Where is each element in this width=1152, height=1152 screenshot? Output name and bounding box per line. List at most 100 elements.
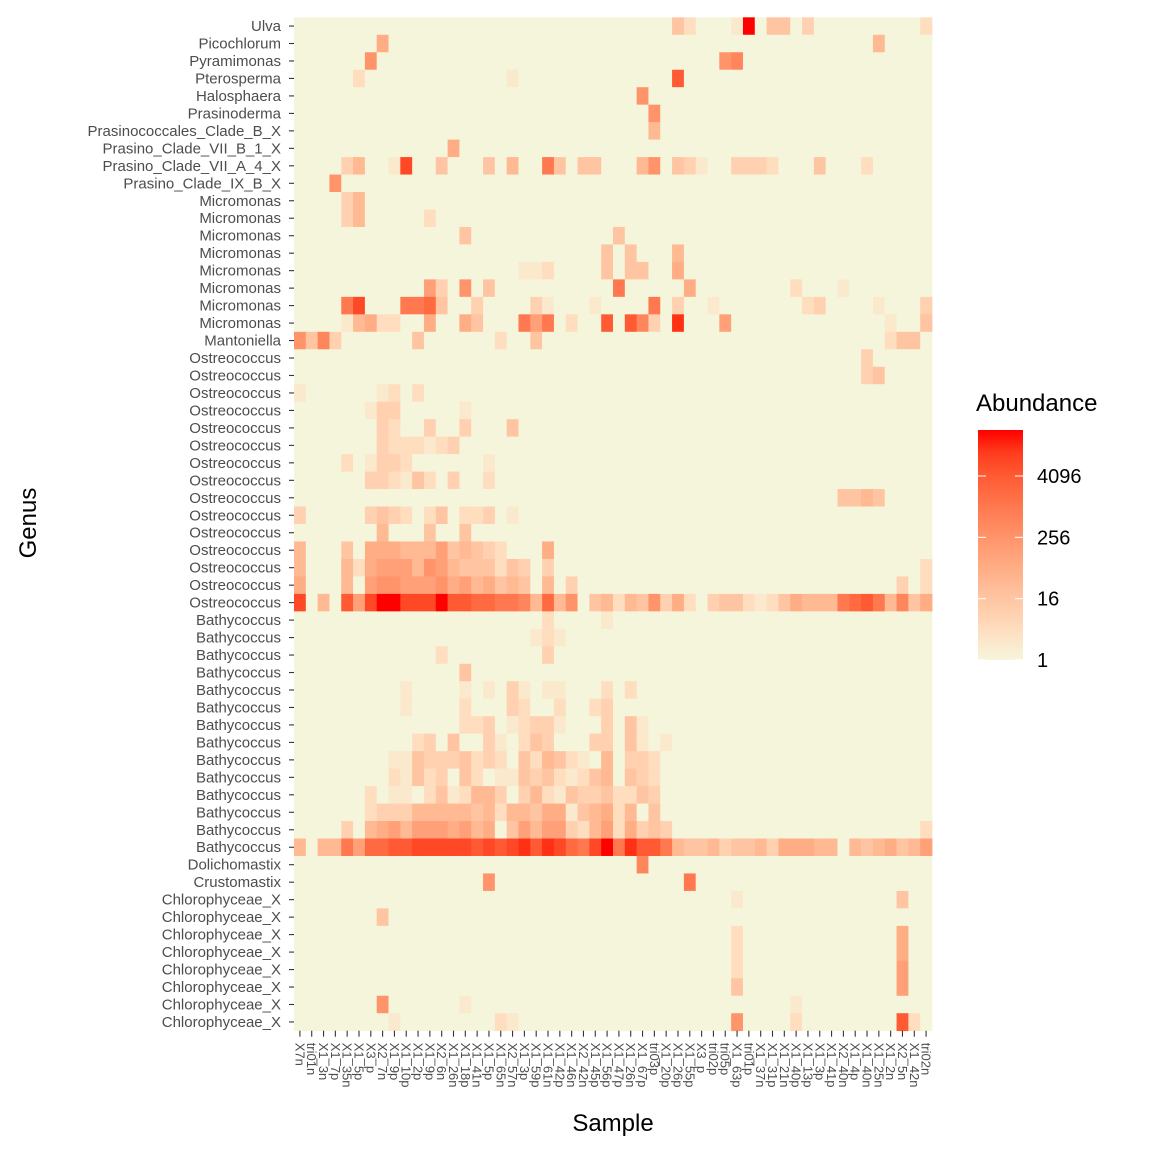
x-tick-label: tri03p xyxy=(647,1043,662,1076)
heatmap-cell xyxy=(294,454,307,472)
heatmap-cell xyxy=(423,873,437,892)
heatmap-cell xyxy=(506,401,519,420)
heatmap-cell xyxy=(447,943,460,962)
heatmap-cell xyxy=(695,296,708,315)
heatmap-cell xyxy=(719,384,732,403)
heatmap-cell xyxy=(589,17,602,36)
heatmap-cell xyxy=(624,925,638,944)
heatmap-cell xyxy=(707,122,720,140)
heatmap-cell xyxy=(601,978,614,997)
heatmap-cell xyxy=(766,908,779,927)
heatmap-cell xyxy=(861,803,874,822)
heatmap-cell xyxy=(565,803,578,822)
heatmap-cell xyxy=(494,768,508,787)
heatmap-cell xyxy=(341,296,354,315)
heatmap-cell xyxy=(423,978,437,997)
heatmap-cell xyxy=(317,157,330,175)
heatmap-cell xyxy=(778,226,791,245)
heatmap-cell xyxy=(447,733,460,752)
heatmap-cell xyxy=(577,611,590,630)
heatmap-cell xyxy=(849,157,862,175)
heatmap-cell xyxy=(790,576,803,595)
heatmap-cell xyxy=(589,279,602,298)
heatmap-cell xyxy=(695,314,708,333)
heatmap-cell xyxy=(802,593,815,612)
heatmap-cell xyxy=(471,646,484,665)
heatmap-cell xyxy=(908,122,921,140)
heatmap-cell xyxy=(778,681,791,700)
heatmap-cell xyxy=(506,611,519,630)
heatmap-cell xyxy=(341,925,354,944)
heatmap-cell xyxy=(471,1013,484,1032)
heatmap-cell xyxy=(412,611,425,630)
heatmap-cell xyxy=(624,419,638,438)
heatmap-cell xyxy=(861,855,874,874)
heatmap-cell xyxy=(353,733,366,752)
heatmap-cell xyxy=(719,995,732,1014)
heatmap-cell xyxy=(861,506,874,525)
heatmap-cell xyxy=(731,628,744,647)
heatmap-cell xyxy=(636,890,649,909)
heatmap-cell xyxy=(341,366,354,385)
heatmap-cell xyxy=(542,698,555,717)
heatmap-cell xyxy=(802,401,815,420)
heatmap-cell xyxy=(742,104,756,123)
heatmap-cell xyxy=(636,314,649,333)
heatmap-cell xyxy=(813,69,827,88)
heatmap-cell xyxy=(542,576,555,595)
heatmap-cell xyxy=(802,628,815,647)
heatmap-cell xyxy=(813,296,827,315)
heatmap-cell xyxy=(471,436,484,455)
heatmap-cell xyxy=(849,244,862,263)
heatmap-cell xyxy=(636,611,649,630)
heatmap-cell xyxy=(648,821,661,839)
heatmap-cell xyxy=(754,995,767,1014)
heatmap-cell xyxy=(412,751,425,770)
heatmap-cell xyxy=(660,873,673,892)
heatmap-cell xyxy=(695,261,708,280)
heatmap-cell xyxy=(412,454,425,472)
heatmap-cell xyxy=(471,593,484,612)
heatmap-cell xyxy=(908,925,921,944)
heatmap-cell xyxy=(849,34,862,53)
heatmap-cell xyxy=(483,558,496,577)
heatmap-cell xyxy=(577,349,590,368)
heatmap-cell xyxy=(920,786,933,804)
heatmap-cell xyxy=(731,279,744,298)
heatmap-cell xyxy=(766,157,779,175)
heatmap-cell xyxy=(636,244,649,263)
heatmap-cell xyxy=(802,87,815,106)
heatmap-cell xyxy=(754,401,767,420)
heatmap-cell xyxy=(613,995,626,1014)
heatmap-cell xyxy=(565,261,578,280)
heatmap-cell xyxy=(494,995,508,1014)
heatmap-cell xyxy=(908,192,921,210)
heatmap-cell xyxy=(577,628,590,647)
heatmap-cell xyxy=(506,314,519,333)
heatmap-cell xyxy=(719,960,732,979)
heatmap-cell xyxy=(636,698,649,717)
heatmap-cell xyxy=(813,226,827,245)
heatmap-cell xyxy=(636,751,649,770)
heatmap-cell xyxy=(294,87,307,106)
heatmap-cell xyxy=(872,698,886,717)
heatmap-cell xyxy=(601,890,614,909)
heatmap-cell xyxy=(542,226,555,245)
heatmap-cell xyxy=(719,331,732,350)
heatmap-cell xyxy=(636,279,649,298)
heatmap-cell xyxy=(790,1013,803,1032)
heatmap-cell xyxy=(766,803,779,822)
heatmap-cell xyxy=(447,419,460,438)
heatmap-cell xyxy=(849,226,862,245)
heatmap-cell xyxy=(849,733,862,752)
heatmap-cell xyxy=(435,384,448,403)
heatmap-cell xyxy=(423,576,437,595)
heatmap-cell xyxy=(672,471,685,490)
heatmap-cell xyxy=(849,838,862,857)
heatmap-cell xyxy=(341,436,354,455)
heatmap-cell xyxy=(601,226,614,245)
heatmap-cell xyxy=(695,122,708,140)
heatmap-cell xyxy=(353,174,366,193)
heatmap-cell xyxy=(766,558,779,577)
heatmap-cell xyxy=(294,821,307,839)
